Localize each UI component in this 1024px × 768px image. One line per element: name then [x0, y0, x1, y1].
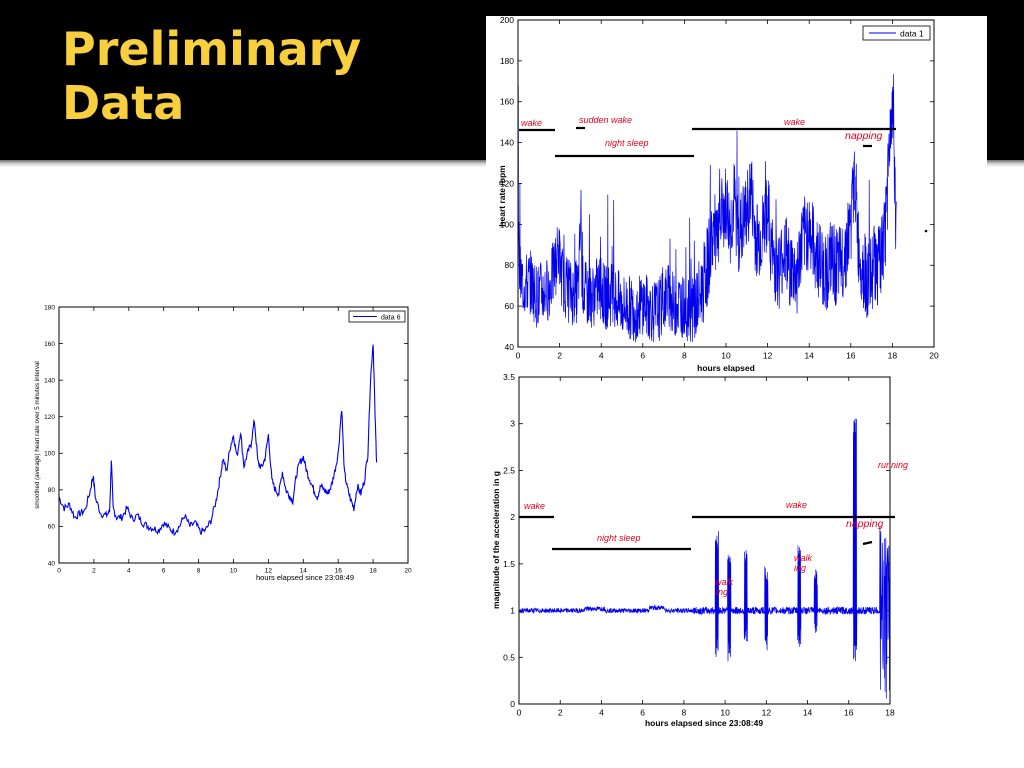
x-tick-label: 12: [762, 708, 772, 718]
y-tick-label: 1: [510, 606, 515, 616]
x-tick-label: 8: [682, 351, 687, 361]
y-tick-label: 140: [500, 138, 514, 148]
x-tick-label: 6: [640, 351, 645, 361]
y-tick-label: 100: [44, 451, 55, 458]
x-tick-label: 16: [335, 568, 343, 575]
label-walking-2a: walk: [794, 553, 813, 563]
label-napping: napping: [846, 518, 884, 530]
label-walking-1a: walk: [715, 577, 734, 587]
y-tick-label: 60: [505, 301, 515, 311]
label-walking-1b: ing: [716, 587, 728, 597]
y-tick-label: 1.5: [503, 559, 515, 569]
label-napping: napping: [845, 130, 883, 142]
x-tick-label: 18: [369, 568, 377, 575]
x-tick-label: 14: [804, 351, 814, 361]
series-line-data-6: [58, 344, 378, 537]
x-tick-label: 6: [640, 708, 645, 718]
y-tick-label: 0: [510, 699, 515, 709]
series-line-acceleration: [518, 418, 891, 699]
x-tick-label: 10: [230, 568, 238, 575]
label-wake-2: wake: [784, 117, 805, 127]
y-tick-label: 120: [500, 178, 514, 188]
x-tick-label: 10: [721, 351, 731, 361]
y-tick-label: 200: [500, 15, 514, 25]
y-tick-label: 180: [500, 56, 514, 66]
x-axis-title: hours elapsed since 23:08:49: [645, 718, 763, 728]
plot-frame: [517, 19, 935, 348]
legend: data 6: [348, 310, 406, 323]
x-tick-label: 4: [127, 568, 131, 575]
series-line-data-1: [517, 74, 897, 343]
x-tick-label: 2: [558, 708, 563, 718]
x-tick-label: 8: [197, 568, 201, 575]
x-tick-label: 4: [599, 708, 604, 718]
x-axis-title: hours elapsed since 23:08:49: [256, 573, 354, 582]
legend: data 1: [862, 25, 931, 41]
x-axis-title: hours elapsed: [697, 363, 755, 373]
stray-dot: [924, 229, 928, 233]
y-tick-label: 2: [510, 512, 515, 522]
x-tick-label: 20: [404, 568, 412, 575]
y-tick-label: 160: [44, 341, 55, 348]
c2-ticks: 0 2 4 6 8 10 12 14 16 18 20 40 60 80 100 120 140 160 180 20…: [500, 15, 939, 361]
slide-title: Preliminary Data: [62, 22, 362, 130]
y-tick-label: 100: [500, 219, 514, 229]
x-tick-label: 16: [844, 708, 854, 718]
label-night-sleep: night sleep: [605, 138, 649, 148]
y-tick-label: 3.5: [503, 372, 515, 382]
x-tick-label: 0: [57, 568, 61, 575]
label-walking-2b: ing: [794, 563, 806, 573]
label-wake-2: wake: [786, 500, 807, 510]
heart-rate-chart: 0 2 4 6 8 10 12 14 16 18 20 40 60 80 100 120 140 160 180 20…: [486, 15, 987, 375]
x-tick-label: 4: [599, 351, 604, 361]
y-tick-label: 140: [44, 377, 55, 384]
label-running: running: [878, 460, 908, 470]
x-tick-label: 14: [803, 708, 813, 718]
plot-frame: [58, 306, 409, 564]
x-tick-label: 20: [929, 351, 939, 361]
y-tick-label: 2.5: [503, 465, 515, 475]
x-tick-label: 14: [300, 568, 308, 575]
label-wake-1: wake: [521, 118, 542, 128]
acceleration-chart: 0 2 4 6 8 10 12 14 16 18 0 0.5 1 1.5 2 2.5 3 3.5 wake nig…: [486, 372, 912, 732]
y-tick-label: 40: [505, 342, 515, 352]
x-tick-label: 0: [516, 351, 521, 361]
x-tick-label: 12: [763, 351, 773, 361]
y-tick-label: 80: [505, 260, 515, 270]
y-tick-label: 3: [510, 419, 515, 429]
legend-label: data 6: [381, 315, 401, 322]
label-sudden-wake: sudden wake: [579, 115, 632, 125]
x-tick-label: 2: [92, 568, 96, 575]
y-tick-label: 40: [48, 560, 56, 567]
x-tick-label: 2: [557, 351, 562, 361]
y-tick-label: 180: [44, 304, 55, 311]
x-tick-label: 16: [846, 351, 856, 361]
x-tick-label: 10: [720, 708, 730, 718]
legend-label: data 1: [900, 29, 924, 39]
y-tick-label: 80: [48, 487, 56, 494]
y-tick-label: 120: [44, 414, 55, 421]
x-tick-label: 18: [885, 708, 895, 718]
x-tick-label: 6: [162, 568, 166, 575]
x-tick-label: 18: [888, 351, 898, 361]
x-tick-label: 0: [517, 708, 522, 718]
label-wake-1: wake: [524, 501, 545, 511]
x-tick-label: 12: [265, 568, 273, 575]
label-night-sleep: night sleep: [597, 533, 641, 543]
smoothed-heart-rate-chart: 0 2 4 6 8 10 12 14 16 18 20 40 60 80 100 120 140 160 180 d…: [30, 300, 420, 590]
y-axis-title: heart rate /bpm: [497, 165, 507, 227]
x-tick-label: 8: [682, 708, 687, 718]
napping-marker: [862, 540, 873, 546]
y-axis-title: magnitude of the acceleration in g: [491, 471, 501, 609]
c1-ticks: 0 2 4 6 8 10 12 14 16 18 20 40 60 80 100 120 140 160 180: [44, 304, 412, 574]
y-tick-label: 0.5: [503, 652, 515, 662]
y-tick-label: 160: [500, 97, 514, 107]
plot-frame: [518, 376, 891, 705]
y-axis-title: smoothed (average) heart rate over 5 min…: [34, 361, 41, 509]
y-tick-label: 60: [48, 524, 56, 531]
